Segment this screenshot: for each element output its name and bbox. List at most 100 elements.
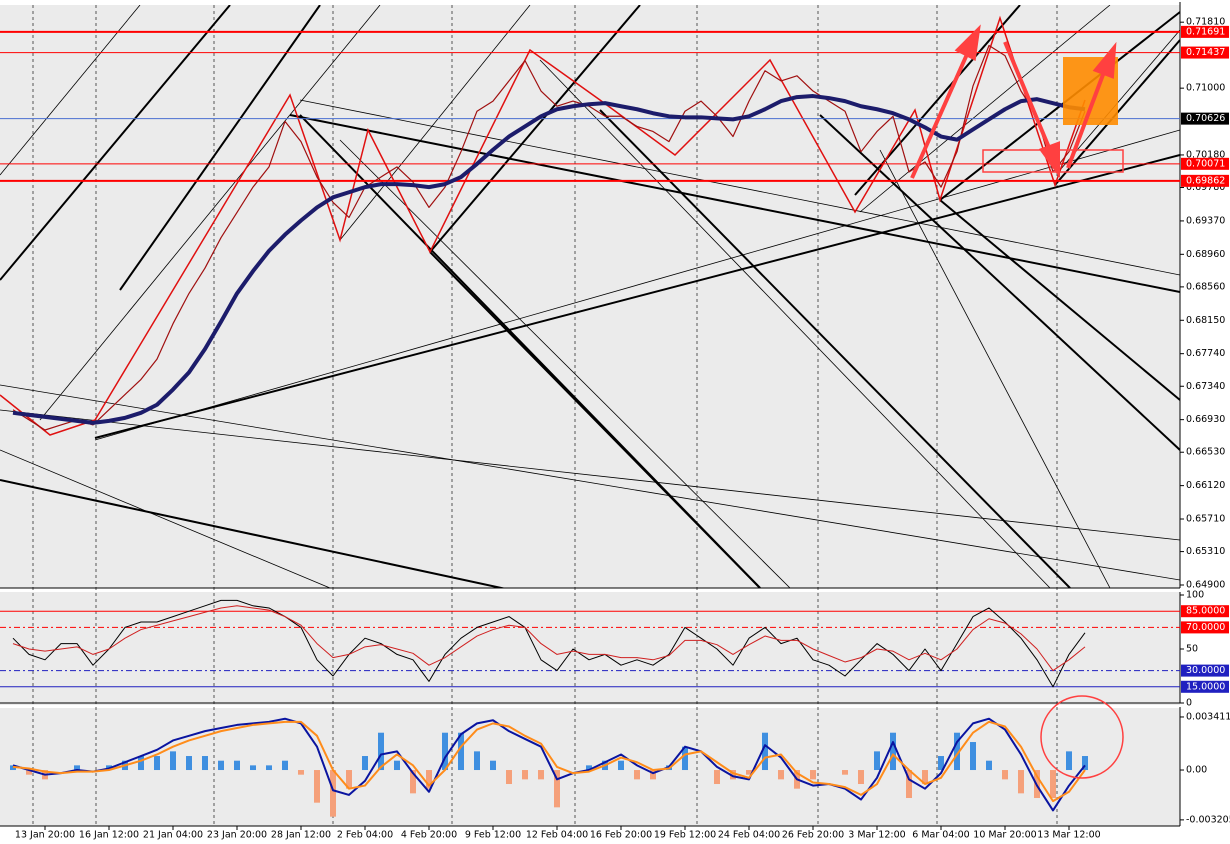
y-tick-label: 50 <box>1186 644 1198 655</box>
histogram-bar <box>954 732 960 771</box>
y-tick-label: 0.64900 <box>1186 579 1225 590</box>
histogram-bar <box>1050 770 1056 799</box>
y-tick-label: 100 <box>1186 590 1204 601</box>
histogram-bar <box>682 746 688 771</box>
x-tick-label: 3 Mar 12:00 <box>848 830 905 841</box>
level-label: 85.0000 <box>1186 606 1225 617</box>
histogram-bar <box>586 765 592 771</box>
histogram-bar <box>74 765 80 771</box>
histogram-bar <box>538 770 544 780</box>
histogram-bar <box>522 770 528 780</box>
x-tick-label: 16 Jan 12:00 <box>79 830 139 841</box>
y-tick-label: 0.67340 <box>1186 381 1225 392</box>
histogram-bar <box>970 742 976 771</box>
x-tick-label: 13 Mar 12:00 <box>1037 830 1100 841</box>
x-tick-label: 26 Feb 20:00 <box>782 830 844 841</box>
histogram-bar <box>1082 756 1088 771</box>
y-tick-label: 0.71810 <box>1186 17 1225 28</box>
histogram-bar <box>1002 770 1008 780</box>
level-label-box <box>1181 157 1229 170</box>
histogram-bar <box>986 760 992 771</box>
x-tick-label: 16 Feb 20:00 <box>590 830 652 841</box>
y-tick-label: 0.00 <box>1186 765 1207 776</box>
x-tick-label: 10 Mar 20:00 <box>973 830 1036 841</box>
x-tick-label: 19 Feb 12:00 <box>654 830 716 841</box>
histogram-bar <box>250 765 256 771</box>
histogram-bar <box>714 770 720 785</box>
histogram-bar <box>922 770 928 785</box>
level-label: 0.70071 <box>1186 158 1225 169</box>
histogram-bar <box>506 770 512 785</box>
histogram-bar <box>762 732 768 771</box>
level-label-box <box>1181 664 1229 677</box>
x-tick-label: 9 Feb 12:00 <box>465 830 521 841</box>
y-tick-label: 0 <box>1186 698 1192 709</box>
histogram-bar <box>618 760 624 771</box>
histogram-bar <box>218 760 224 771</box>
level-label-box <box>1181 621 1229 634</box>
series-line <box>12 720 1086 803</box>
y-tick-label: 0.66930 <box>1186 414 1225 425</box>
x-tick-label: 4 Feb 20:00 <box>401 830 457 841</box>
y-tick-label: 0.65710 <box>1186 514 1225 525</box>
y-tick-label: 0.69780 <box>1186 182 1225 193</box>
y-tick-label: -0.0032059 <box>1186 814 1230 825</box>
histogram-bar <box>394 760 400 771</box>
histogram-bar <box>26 770 32 775</box>
histogram-bar <box>458 732 464 771</box>
series-line <box>12 605 1086 672</box>
level-label: 0.71691 <box>1186 26 1225 37</box>
level-label-box <box>1181 680 1229 693</box>
y-tick-label: 0.68960 <box>1186 249 1225 260</box>
histogram-bar <box>810 770 816 780</box>
x-tick-label: 28 Jan 12:00 <box>271 830 331 841</box>
histogram-bar <box>906 770 912 799</box>
x-tick-label: 13 Jan 20:00 <box>15 830 75 841</box>
level-label-box <box>1181 174 1229 187</box>
series-line <box>12 94 1086 425</box>
level-label-box <box>1181 46 1229 59</box>
oscillator-panel <box>0 592 1180 705</box>
series-line <box>12 717 1086 812</box>
series-line <box>12 44 1086 431</box>
level-label-box <box>1181 112 1229 125</box>
histogram-bar <box>282 760 288 771</box>
histogram-bar <box>138 756 144 771</box>
histogram-bar <box>938 756 944 771</box>
x-tick-label: 23 Jan 20:00 <box>207 830 267 841</box>
histogram-bar <box>346 770 352 789</box>
period-separators <box>32 5 1058 826</box>
y-tick-label: 0.66530 <box>1186 447 1225 458</box>
annotations <box>910 24 1124 779</box>
y-tick-label: 0.66120 <box>1186 480 1225 491</box>
histogram-bar <box>202 756 208 771</box>
histogram-bar <box>874 751 880 771</box>
level-label-box <box>1181 605 1229 618</box>
histogram-bar <box>170 751 176 771</box>
x-tick-label: 12 Feb 04:00 <box>526 830 588 841</box>
x-tick-label: 6 Mar 04:00 <box>912 830 969 841</box>
histogram-bar <box>858 770 864 785</box>
histogram-bar <box>554 770 560 808</box>
y-tick-label: 0.68150 <box>1186 315 1225 326</box>
histogram-bar <box>410 770 416 794</box>
histogram-bar <box>1066 751 1072 771</box>
level-label: 70.0000 <box>1186 622 1225 633</box>
histogram-bar <box>650 770 656 780</box>
y-tick-label: 0.0034116 <box>1186 711 1230 722</box>
histogram-bar <box>186 756 192 771</box>
histogram-bar <box>298 770 304 775</box>
y-tick-label: 0.65310 <box>1186 546 1225 557</box>
arrows <box>910 24 1117 179</box>
histogram-bar <box>634 770 640 780</box>
histogram-bar <box>426 770 432 789</box>
histogram-bar <box>314 770 320 803</box>
histogram-bar <box>842 770 848 775</box>
histogram-bar <box>378 732 384 771</box>
level-label: 0.69862 <box>1186 175 1225 186</box>
histogram-bar <box>266 765 272 771</box>
level-label: 15.0000 <box>1186 681 1225 692</box>
histogram-bar <box>362 756 368 771</box>
x-tick-label: 2 Feb 04:00 <box>337 830 393 841</box>
y-tick-label: 0.69370 <box>1186 215 1225 226</box>
